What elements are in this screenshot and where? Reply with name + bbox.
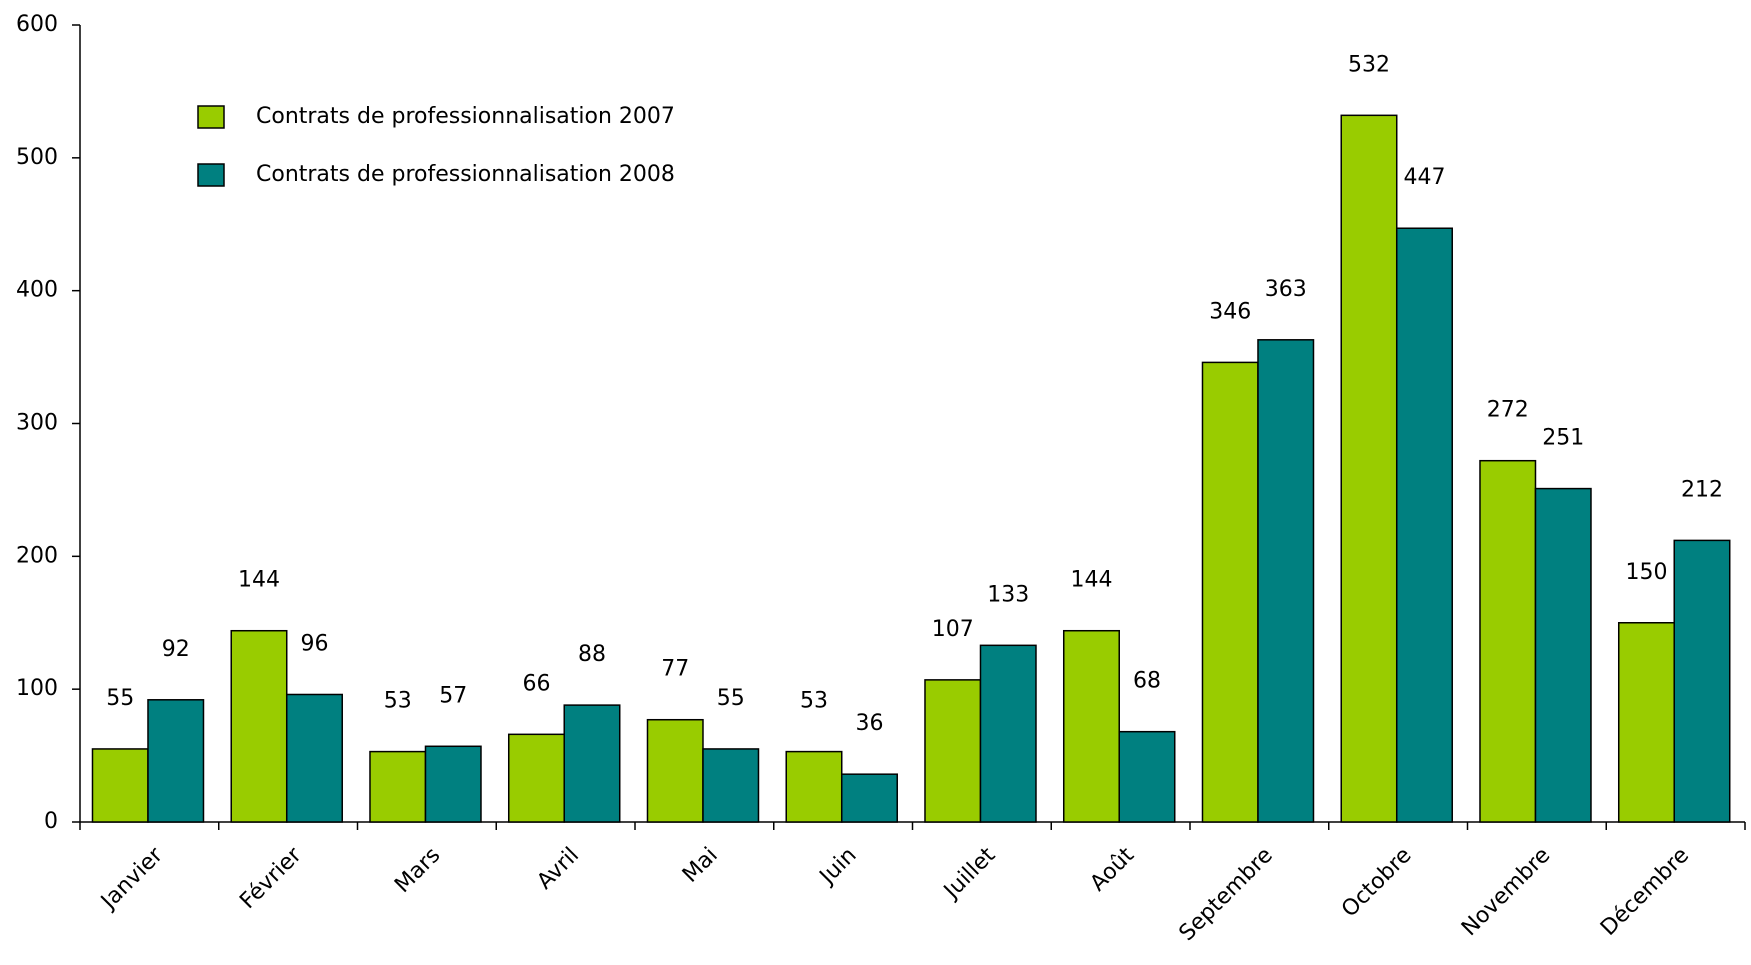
data-label: 53 <box>800 689 828 714</box>
bar <box>1395 227 1453 823</box>
bar <box>702 748 760 823</box>
x-tick-label: Octobre <box>1337 843 1417 923</box>
y-tick-label: 600 <box>16 12 58 37</box>
x-tick-label: Février <box>235 842 307 914</box>
legend-swatch <box>197 163 225 187</box>
bar <box>1257 339 1315 823</box>
y-tick-label: 200 <box>16 543 58 568</box>
data-label: 212 <box>1681 477 1723 502</box>
data-label: 55 <box>106 686 134 711</box>
legend-label: Contrats de professionnalisation 2008 <box>256 162 675 187</box>
x-tick-label: Juin <box>814 843 862 891</box>
x-tick-label: Mai <box>678 843 723 888</box>
x-tick-label: Mars <box>390 843 445 898</box>
bar <box>1118 730 1176 823</box>
x-tick-label: Décembre <box>1596 843 1694 941</box>
bar <box>840 773 898 823</box>
data-label: 55 <box>717 686 745 711</box>
data-label: 68 <box>1133 669 1161 694</box>
bar <box>979 644 1037 823</box>
bar <box>563 704 621 823</box>
x-tick-label: Janvier <box>95 842 168 915</box>
bar <box>147 699 205 823</box>
data-label: 77 <box>661 657 689 682</box>
legend-label: Contrats de professionnalisation 2007 <box>256 104 675 129</box>
data-label: 251 <box>1542 426 1584 451</box>
bar <box>1673 539 1731 823</box>
x-tick-label: Juillet <box>938 843 1000 905</box>
y-tick-label: 0 <box>44 809 58 834</box>
bar <box>230 629 288 823</box>
data-label: 272 <box>1487 398 1529 423</box>
data-label: 346 <box>1209 299 1251 324</box>
y-tick-label: 300 <box>16 411 58 436</box>
bar <box>1617 622 1675 823</box>
data-label: 363 <box>1265 277 1307 302</box>
bar <box>1062 629 1120 823</box>
bar <box>785 750 843 823</box>
bar <box>424 745 482 823</box>
bar <box>369 750 427 823</box>
data-label: 92 <box>162 637 190 662</box>
data-label: 107 <box>932 617 974 642</box>
bar <box>1201 361 1259 823</box>
data-label: 144 <box>238 568 280 593</box>
data-label: 532 <box>1348 52 1390 77</box>
legend-swatch <box>197 105 225 129</box>
x-tick-label: Août <box>1086 843 1140 897</box>
y-tick-label: 400 <box>16 278 58 303</box>
data-label: 36 <box>855 711 883 736</box>
data-label: 150 <box>1625 560 1667 585</box>
bar <box>91 748 149 823</box>
bar <box>507 733 565 823</box>
data-label: 66 <box>522 671 550 696</box>
data-label: 133 <box>987 582 1029 607</box>
x-tick-label: Avril <box>532 843 584 895</box>
bar <box>646 718 704 823</box>
data-label: 96 <box>300 631 328 656</box>
data-label: 57 <box>439 683 467 708</box>
bar <box>924 679 982 823</box>
x-tick-label: Novembre <box>1457 843 1555 941</box>
bar <box>1479 459 1537 823</box>
y-tick-label: 100 <box>16 676 58 701</box>
bar <box>285 693 343 823</box>
x-tick-label: Septembre <box>1175 843 1278 946</box>
data-label: 53 <box>384 689 412 714</box>
y-tick-label: 500 <box>16 145 58 170</box>
bar <box>1534 487 1592 823</box>
data-label: 88 <box>578 642 606 667</box>
data-label: 447 <box>1403 165 1445 190</box>
bar <box>1340 114 1398 823</box>
data-label: 144 <box>1070 568 1112 593</box>
